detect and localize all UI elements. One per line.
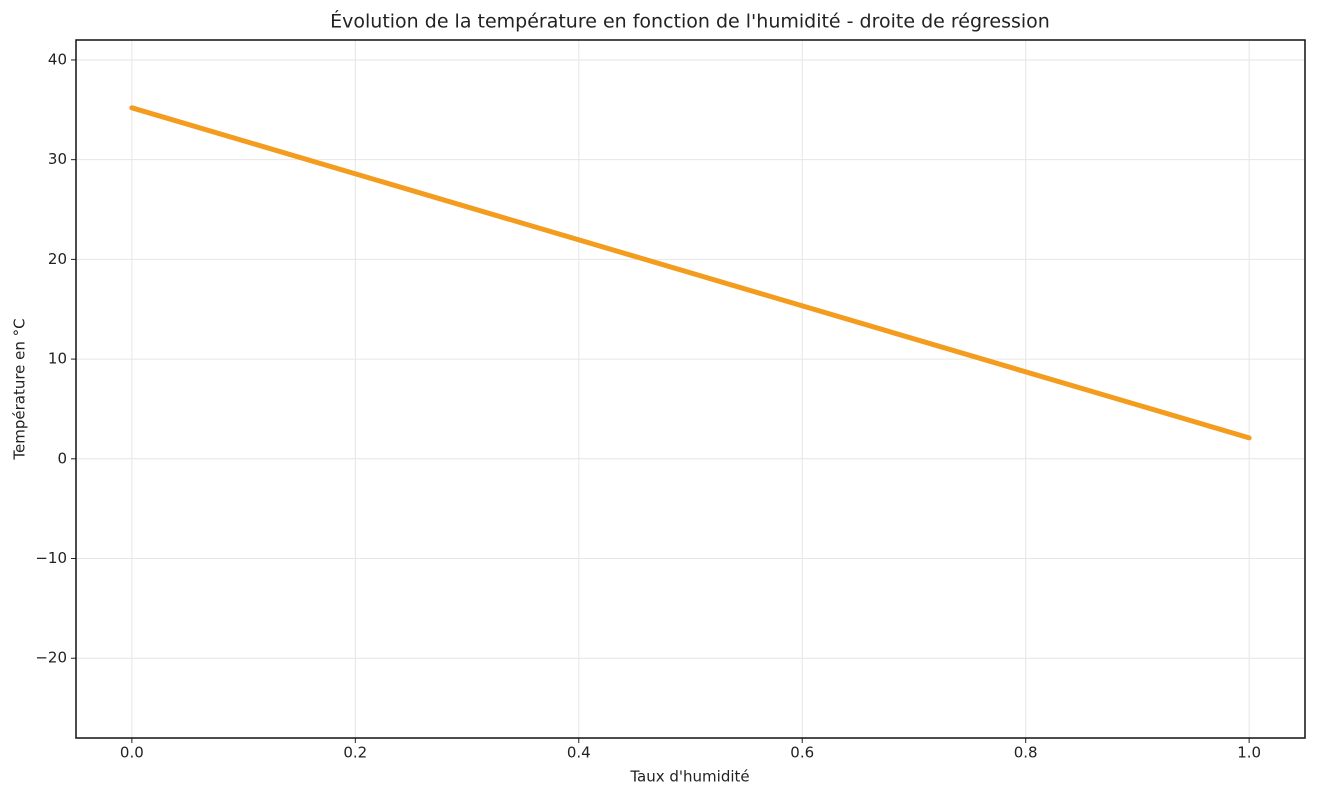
y-tick-label: 0 (57, 449, 67, 467)
y-tick-label: 10 (48, 350, 67, 368)
y-tick-label: 40 (48, 50, 67, 68)
chart-title: Évolution de la température en fonction … (330, 10, 1050, 33)
y-tick-label: 30 (48, 150, 67, 168)
y-axis-label: Température en °C (11, 318, 29, 460)
y-tick-label: −20 (35, 649, 67, 667)
y-tick-label: −10 (35, 549, 67, 567)
regression-line (129, 105, 1252, 441)
x-axis-label: Taux d'humidité (629, 768, 749, 786)
plot-frame (75, 39, 1306, 739)
x-tick-label: 1.0 (1237, 744, 1261, 762)
x-tick-label: 0.6 (790, 744, 814, 762)
x-tick-label: 0.0 (120, 744, 144, 762)
x-tick-label: 0.8 (1014, 744, 1038, 762)
y-tick-label: 20 (48, 250, 67, 268)
x-tick-label: 0.2 (343, 744, 367, 762)
x-tick-label: 0.4 (567, 744, 591, 762)
